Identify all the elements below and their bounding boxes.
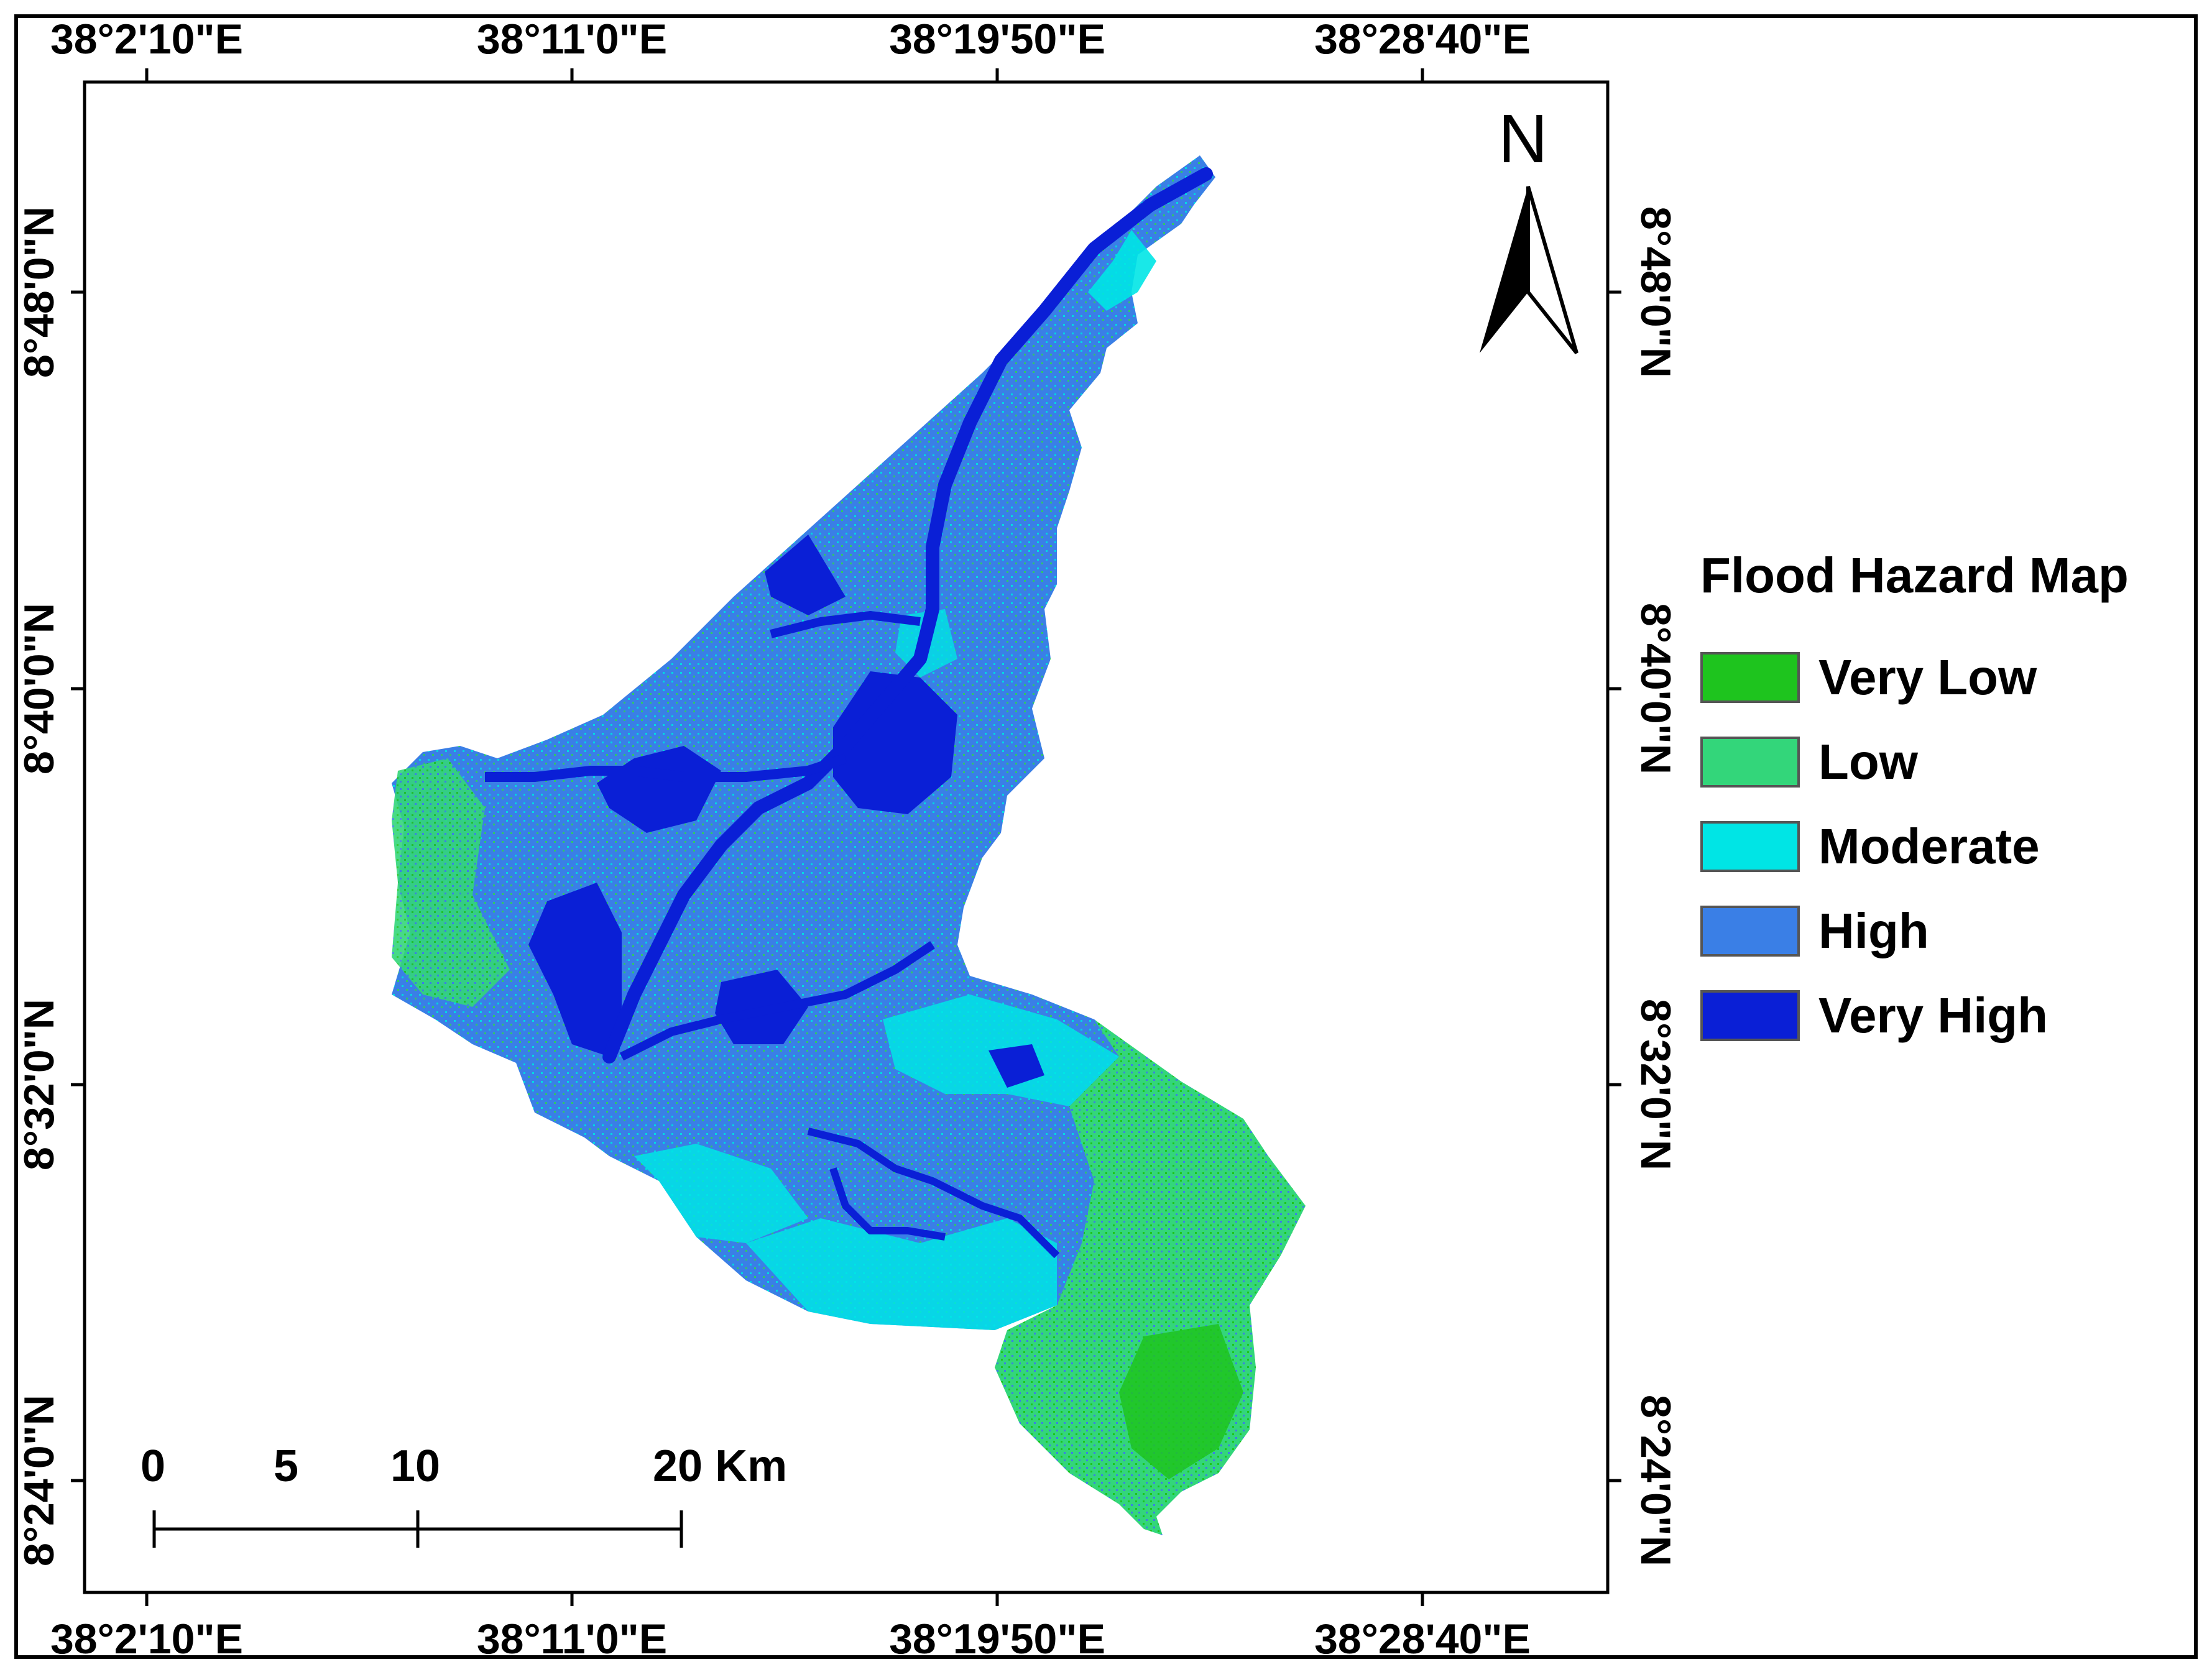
legend-item: High [1700,903,1929,959]
legend-swatch [1700,652,1800,703]
north-arrow-icon [1480,186,1578,354]
zone-very-high [988,1044,1044,1088]
legend-label: Very High [1818,988,2048,1043]
legend-label: High [1818,903,1929,958]
watershed-area [392,155,1306,1535]
scale-label-5: 5 [274,1441,299,1491]
right-latitude-label: 8°24'0"N [1632,1395,1679,1566]
zone-moderate [634,1144,808,1243]
left-latitude-label: 8°40'0"N [16,603,63,774]
legend-swatch [1700,906,1800,957]
scale-label-0: 0 [141,1441,166,1491]
scale-bar [152,1510,683,1548]
legend-swatch [1700,737,1800,788]
latitude-ticks [71,290,1621,1482]
bottom-longitude-label: 38°2'10"E [50,1615,243,1663]
top-longitude-label: 38°2'10"E [50,16,243,63]
legend-swatch [1700,990,1800,1041]
bottom-longitude-label: 38°28'40"E [1314,1615,1531,1663]
legend-label: Very Low [1818,650,2037,705]
scale-label-10: 10 [390,1441,441,1491]
zone-very-high [765,535,846,615]
legend-item: Low [1700,734,1918,790]
bottom-longitude-label: 38°11'0"E [477,1615,667,1663]
legend-item: Moderate [1700,819,2040,875]
left-latitude-label: 8°32'0"N [16,999,63,1170]
left-latitude-label: 8°24'0"N [16,1395,63,1566]
legend-item: Very High [1700,988,2048,1044]
zone-very-high-river [807,1128,1060,1259]
zone-very-high [528,883,622,1057]
top-longitude-label: 38°19'50"E [889,16,1105,63]
longitude-ticks [145,68,1424,1606]
bottom-longitude-label: 38°19'50"E [889,1615,1105,1663]
legend-label: Moderate [1818,819,2040,874]
zone-moderate [746,1218,1057,1330]
zone-very-high-river [829,1167,946,1241]
zone-very-high-river [619,941,935,1061]
zone-very-low [1119,1324,1243,1479]
zone-very-high-river [485,753,847,782]
top-longitude-label: 38°11'0"E [477,16,667,63]
zone-very-high-river [770,611,921,638]
scale-label-20km: 20 Km [653,1441,788,1491]
legend-swatch [1700,821,1800,872]
zone-moderate [1088,230,1156,311]
zone-very-high-river [602,167,1213,1063]
zone-very-high [833,671,957,814]
top-longitude-label: 38°28'40"E [1314,16,1531,63]
legend-label: Low [1818,734,1918,789]
right-latitude-label: 8°48'0"N [1632,206,1679,378]
right-latitude-label: 8°32'0"N [1632,999,1679,1170]
map-frame [83,80,1610,1594]
left-latitude-label: 8°48'0"N [16,206,63,378]
north-arrow-label: N [1498,101,1548,177]
legend-item: Very Low [1700,650,2037,705]
outer-frame [14,14,2198,1659]
right-latitude-label: 8°40'0"N [1632,603,1679,774]
legend-title: Flood Hazard Map [1700,548,2129,603]
zone-low [392,758,510,1007]
